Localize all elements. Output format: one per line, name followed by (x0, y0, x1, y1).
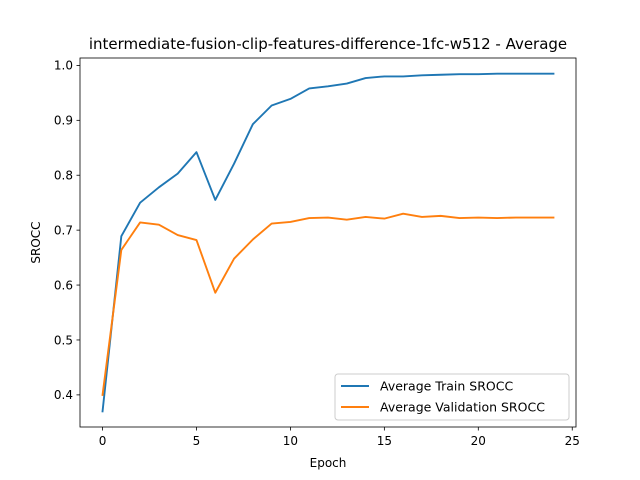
y-axis-label: SROCC (29, 221, 43, 263)
x-tick-label: 5 (193, 434, 201, 448)
x-tick-label: 25 (565, 434, 580, 448)
legend: Average Train SROCC Average Validation SR… (334, 373, 570, 421)
y-axis-ticks: 0.4 0.5 0.6 0.7 0.8 0.9 1.0 (54, 59, 80, 402)
y-tick-label: 0.4 (54, 388, 73, 402)
series-line-train (101, 72, 555, 413)
y-tick-label: 0.8 (54, 169, 73, 183)
legend-box (334, 373, 570, 421)
x-tick-label: 15 (377, 434, 392, 448)
x-axis-label: Epoch (310, 456, 347, 470)
y-tick-label: 0.5 (54, 333, 73, 347)
y-tick-label: 0.9 (54, 114, 73, 128)
legend-label: Average Validation SROCC (380, 400, 545, 415)
plot-frame (79, 57, 577, 428)
x-axis-ticks: 0 5 10 15 20 25 (99, 427, 580, 448)
chart-title: intermediate-fusion-clip-features-differ… (89, 35, 567, 53)
x-tick-label: 20 (471, 434, 486, 448)
x-tick-label: 0 (99, 434, 107, 448)
legend-label: Average Train SROCC (380, 379, 513, 394)
series-layer (101, 72, 555, 413)
series-line-validation (101, 212, 555, 396)
y-tick-label: 1.0 (54, 59, 73, 73)
y-tick-label: 0.6 (54, 278, 73, 292)
x-tick-label: 10 (283, 434, 298, 448)
y-tick-label: 0.7 (54, 223, 73, 237)
